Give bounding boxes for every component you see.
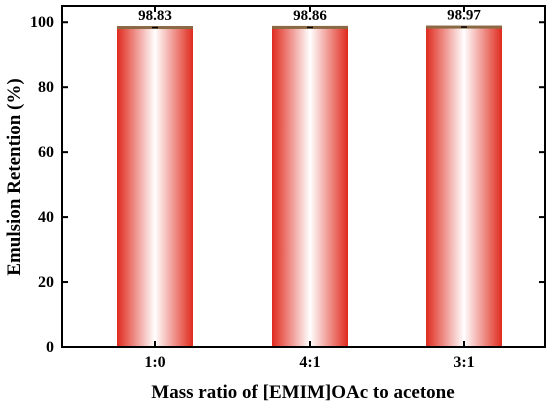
- plot-frame: [61, 5, 546, 348]
- y-tick-label: 80: [38, 79, 54, 96]
- y-tick-label: 40: [38, 209, 54, 226]
- y-tick-label: 60: [38, 144, 54, 161]
- x-tick-label: 4:1: [299, 354, 320, 371]
- y-tick-label: 0: [46, 339, 54, 356]
- data-label: 98.97: [447, 8, 481, 24]
- data-label: 98.86: [293, 8, 327, 24]
- y-axis-title: Emulsion Retention (%): [4, 78, 25, 275]
- x-axis-ticks: 1:0 4:1 3:1: [144, 6, 475, 371]
- bar-1:0: [117, 26, 193, 347]
- y-axis-ticks: 0 20 40 60 80 100: [30, 14, 545, 356]
- bar-4:1: [272, 25, 348, 348]
- y-tick-label: 100: [30, 14, 54, 31]
- bars-group: 98.83 98.86 98.97: [117, 8, 502, 348]
- x-axis-title: Mass ratio of [EMIM]OAc to acetone: [151, 382, 454, 403]
- x-tick-label: 3:1: [453, 354, 474, 371]
- data-label: 98.83: [138, 8, 172, 24]
- x-tick-label: 1:0: [144, 354, 165, 371]
- y-tick-label: 20: [38, 274, 54, 291]
- bar-3:1: [426, 25, 502, 348]
